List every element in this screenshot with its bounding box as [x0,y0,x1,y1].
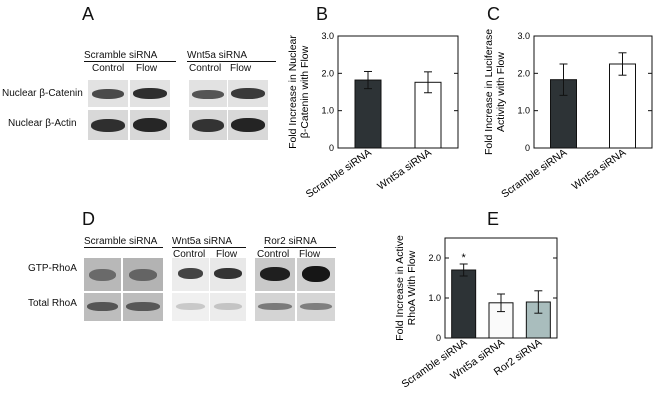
blot-image [210,293,246,321]
row-label-beta-catenin: Nuclear β-Catenin [2,88,83,99]
x-tick-label: Scramble siRNA [304,147,374,201]
panel-letter-c: C [487,4,500,24]
row-label-total-rhoa: Total RhoA [28,298,77,309]
plot-frame [337,35,459,149]
x-tick-label: Wnt5a siRNA [570,147,629,193]
bar [451,269,477,339]
blot-image [210,258,246,291]
y-axis-label: RhoA With Flow [406,250,418,325]
blot-image [123,293,163,321]
significance-marker: * [462,252,467,264]
plot-frame [533,35,653,149]
blot-image [88,110,128,140]
lane-label-flow: Flow [230,63,252,74]
chart-c-fold-increase-luciferase: Fold Increase in Luciferase Activity with… [483,29,653,201]
y-tick-label: 1.0 [428,293,441,303]
chart-e-fold-increase-rhoa: Fold Increase in Active RhoA With Flow 0 1.… [395,235,558,391]
blot-image [88,80,128,107]
blot-image [297,258,335,291]
blot-image [255,293,295,321]
blot-image [84,258,121,291]
panel-letter-d: D [82,209,95,229]
lane-label-control: Control [173,249,206,260]
x-tick-label: Scramble siRNA [399,337,469,391]
group-label-scramble: Scramble siRNA [84,236,163,248]
y-tick-label: 2.0 [428,253,441,263]
lane-label-flow: Flow [136,63,158,74]
blot-image [172,258,209,291]
y-axis-label: Fold Increase in Nuclear [287,35,299,149]
blot-image [123,258,163,291]
y-tick-label: 0 [436,333,441,343]
blot-image [189,110,227,140]
lane-label-control: Control [189,63,222,74]
bar [609,63,636,149]
lane-label-flow: Flow [299,249,321,260]
group-label-wnt5a: Wnt5a siRNA [172,236,246,248]
lane-label-control: Control [257,249,290,260]
blot-image [297,293,335,321]
panel-letter-b: B [316,4,329,24]
y-tick-label: 0 [329,143,334,153]
y-tick-label: 1.0 [517,106,530,116]
blot-image [228,80,268,107]
group-label-wnt5a: Wnt5a siRNA [187,50,276,62]
x-tick-label: Wnt5a siRNA [375,147,434,193]
bar [354,79,382,149]
y-tick-label: 3.0 [321,31,334,41]
y-tick-label: 2.0 [517,68,530,78]
y-tick-label: 0 [525,143,530,153]
blot-image [228,110,268,140]
x-tick-label: Scramble siRNA [499,147,569,201]
blot-image [189,80,227,107]
y-tick-label: 1.0 [321,106,334,116]
y-axis-label: β-Catenin with Flow [299,45,311,138]
blot-image [84,293,121,321]
y-axis-label: Fold Increase in Luciferase [483,29,495,155]
chart-b-fold-increase-beta-catenin: Fold Increase in Nuclear β-Catenin with F… [287,31,459,201]
group-label-scramble: Scramble siRNA [84,50,176,62]
lane-label-flow: Flow [216,249,238,260]
y-tick-label: 3.0 [517,31,530,41]
lane-label-control: Control [92,63,125,74]
plot-frame [444,237,558,339]
blot-image [255,258,295,291]
y-axis-label: Fold Increase in Active [395,235,406,341]
row-label-gtp-rhoa: GTP-RhoA [28,263,77,274]
blot-image [130,110,170,140]
group-label-ror2: Ror2 siRNA [264,236,336,248]
row-label-beta-actin: Nuclear β-Actin [8,118,77,129]
blot-image [130,80,170,107]
panel-letter-a: A [82,4,95,24]
panel-letter-e: E [487,209,500,229]
y-axis-label: Activity with Flow [495,52,507,132]
blot-image [172,293,209,321]
y-tick-label: 2.0 [321,68,334,78]
